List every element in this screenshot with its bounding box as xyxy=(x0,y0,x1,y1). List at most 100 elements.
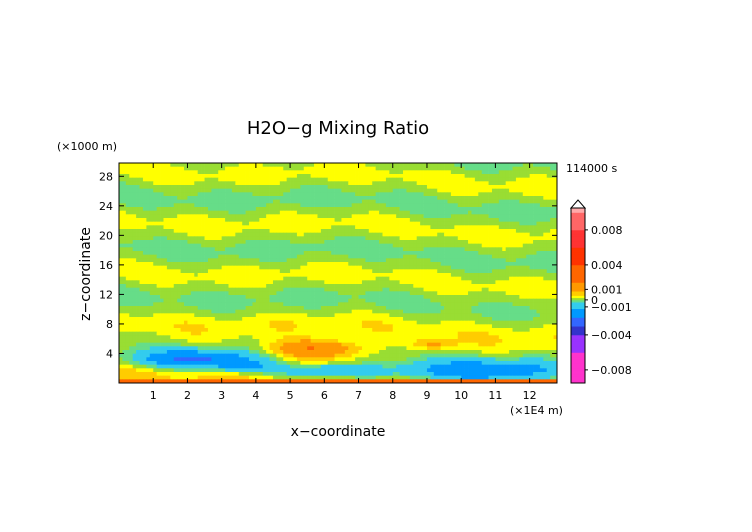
heatmap-cell xyxy=(440,247,445,252)
heatmap-cell xyxy=(399,254,404,259)
heatmap-cell xyxy=(481,298,486,303)
heatmap-cell xyxy=(351,177,356,182)
heatmap-cell xyxy=(249,287,253,292)
heatmap-cell xyxy=(351,262,356,267)
heatmap-cell xyxy=(454,185,459,190)
heatmap-cell xyxy=(218,203,222,208)
heatmap-cell xyxy=(119,298,123,303)
heatmap-cell xyxy=(519,287,524,292)
heatmap-cell xyxy=(310,287,315,292)
heatmap-cell xyxy=(207,258,212,263)
heatmap-cell xyxy=(197,240,202,245)
heatmap-cell xyxy=(365,280,370,285)
heatmap-cell xyxy=(399,210,404,215)
heatmap-cell xyxy=(485,181,489,186)
heatmap-cell xyxy=(214,265,219,270)
heatmap-cell xyxy=(344,207,349,212)
heatmap-cell xyxy=(553,295,558,300)
heatmap-cell xyxy=(136,188,140,193)
heatmap-cell xyxy=(160,166,164,171)
heatmap-cell xyxy=(170,258,175,263)
heatmap-cell xyxy=(471,284,476,289)
heatmap-cell xyxy=(468,199,472,204)
heatmap-cell xyxy=(375,170,380,175)
heatmap-cell xyxy=(221,232,226,237)
heatmap-cell xyxy=(515,221,520,226)
heatmap-cell xyxy=(375,207,380,212)
heatmap-cell xyxy=(485,298,489,303)
heatmap-cell xyxy=(307,163,311,168)
heatmap-cell xyxy=(125,225,130,230)
heatmap-cell xyxy=(392,163,397,168)
heatmap-cell xyxy=(125,232,130,237)
heatmap-cell xyxy=(197,210,202,215)
heatmap-cell xyxy=(129,265,134,270)
heatmap-cell xyxy=(218,170,222,175)
heatmap-cell xyxy=(170,298,175,303)
heatmap-cell xyxy=(543,214,548,219)
heatmap-cell xyxy=(204,247,209,252)
heatmap-cell xyxy=(262,192,267,197)
heatmap-cell xyxy=(389,247,394,252)
heatmap-cell xyxy=(290,240,294,245)
heatmap-cell xyxy=(231,243,236,248)
heatmap-cell xyxy=(396,269,400,274)
heatmap-cell xyxy=(324,181,329,186)
heatmap-cell xyxy=(413,207,418,212)
heatmap-cell xyxy=(344,232,349,237)
heatmap-cell xyxy=(149,174,154,179)
heatmap-cell xyxy=(396,181,400,186)
heatmap-cell xyxy=(491,295,496,300)
heatmap-cell xyxy=(509,199,513,204)
heatmap-cell xyxy=(481,188,486,193)
heatmap-cell xyxy=(416,247,421,252)
heatmap-cell xyxy=(307,247,311,252)
heatmap-cell xyxy=(406,295,411,300)
heatmap-cell xyxy=(382,196,387,201)
heatmap-cell xyxy=(546,166,551,171)
heatmap-cell xyxy=(536,295,541,300)
heatmap-cell xyxy=(539,258,544,263)
heatmap-cell xyxy=(303,210,308,215)
heatmap-cell xyxy=(166,199,171,204)
heatmap-cell xyxy=(259,185,264,190)
heatmap-cell xyxy=(344,199,349,204)
heatmap-cell xyxy=(505,229,510,234)
heatmap-cell xyxy=(358,247,363,252)
heatmap-cell xyxy=(488,229,493,234)
heatmap-cell xyxy=(512,258,517,263)
heatmap-cell xyxy=(132,166,137,171)
heatmap-cell xyxy=(553,207,558,212)
heatmap-cell xyxy=(276,207,281,212)
heatmap-cell xyxy=(320,280,325,285)
heatmap-cell xyxy=(416,203,421,208)
heatmap-cell xyxy=(471,207,476,212)
heatmap-cell xyxy=(478,188,483,193)
heatmap-cell xyxy=(341,269,346,274)
heatmap-cell xyxy=(512,218,517,223)
heatmap-cell xyxy=(221,218,226,223)
heatmap-cell xyxy=(327,302,332,307)
heatmap-cell xyxy=(187,302,192,307)
heatmap-cell xyxy=(156,210,161,215)
heatmap-cell xyxy=(320,247,325,252)
heatmap-cell xyxy=(536,221,541,226)
heatmap-cell xyxy=(338,170,342,175)
heatmap-cell xyxy=(546,251,551,256)
heatmap-cell xyxy=(437,291,441,296)
heatmap-cell xyxy=(160,298,164,303)
heatmap-cell xyxy=(153,280,157,285)
heatmap-cell xyxy=(392,298,397,303)
heatmap-cell xyxy=(190,298,195,303)
heatmap-cell xyxy=(331,214,335,219)
heatmap-cell xyxy=(235,188,240,193)
heatmap-cell xyxy=(180,298,185,303)
heatmap-cell xyxy=(375,291,380,296)
heatmap-cell xyxy=(170,291,175,296)
heatmap-cell xyxy=(413,221,418,226)
heatmap-cell xyxy=(320,166,325,171)
heatmap-cell xyxy=(553,287,558,292)
heatmap-cell xyxy=(249,163,253,168)
heatmap-cell xyxy=(488,214,493,219)
heatmap-cell xyxy=(430,258,435,263)
